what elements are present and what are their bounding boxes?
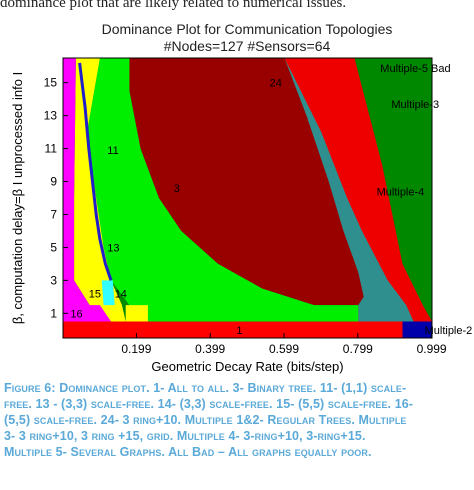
y-tick-label: 5	[50, 240, 57, 254]
region-14	[101, 280, 115, 306]
region-label: Multiple-2	[425, 325, 473, 337]
region-label: 1	[236, 325, 242, 337]
figure-caption: Figure 6: Dominance plot. 1- All to all.…	[4, 380, 470, 460]
region-label: 16	[70, 308, 82, 320]
region-label: Multiple-3	[391, 99, 439, 111]
caption-line: Multiple 5- Several Graphs. All Bad – Al…	[4, 445, 372, 459]
x-tick-label: 0.599	[269, 342, 299, 356]
region-label: 15	[89, 289, 101, 301]
region-16	[77, 305, 111, 322]
x-tick-label: 0.199	[121, 342, 151, 356]
y-tick-label: 9	[50, 175, 57, 189]
region-all-bad	[402, 321, 432, 338]
region-multiple-1-2	[63, 321, 418, 338]
y-tick-label: 3	[50, 273, 57, 287]
plot-frame	[62, 57, 433, 339]
caption-line: free. 13 - (3,3) scale-free. 14- (3,3) s…	[4, 397, 414, 411]
caption-line: Figure 6: Dominance plot. 1- All to all.…	[4, 381, 407, 395]
region-label: 13	[107, 242, 119, 254]
y-tick-label: 1	[50, 306, 57, 320]
region-label: 11	[107, 145, 118, 157]
top-cropped-text: dominance plot that are likely related t…	[0, 0, 347, 10]
caption-line: (5,5) scale-free. 24- 3 ring+10. Multipl…	[4, 413, 407, 427]
region-24	[129, 58, 364, 306]
region-label: Multiple-5 Bad	[380, 63, 450, 75]
y-tick-label: 7	[50, 208, 57, 222]
region-label: 14	[115, 289, 127, 301]
y-tick-label: 11	[45, 142, 58, 156]
chart-title: Dominance Plot for Communication Topolog…	[101, 21, 393, 37]
y-axis-label: β, computation delay=β I unprocessed inf…	[10, 72, 25, 324]
x-axis-label: Geometric Decay Rate (bits/step)	[151, 359, 343, 374]
x-tick-label: 0.799	[343, 342, 373, 356]
region-label: Multiple-4	[377, 186, 425, 198]
region-3	[87, 58, 359, 322]
y-tick-label: 15	[44, 76, 58, 90]
y-tick-label: 13	[44, 109, 58, 123]
x-tick-label: 0.999	[417, 342, 447, 356]
region-15	[63, 58, 100, 322]
caption-line: 3- 3 ring+10, 3 ring +15, grid. Multiple…	[4, 429, 366, 443]
region-13-lower	[125, 305, 148, 322]
chart-subtitle: #Nodes=127 #Sensors=64	[163, 38, 331, 54]
region-label: 24	[270, 78, 282, 90]
boundary-11	[78, 62, 113, 281]
x-tick-label: 0.399	[195, 342, 225, 356]
region-label: 3	[174, 183, 180, 195]
